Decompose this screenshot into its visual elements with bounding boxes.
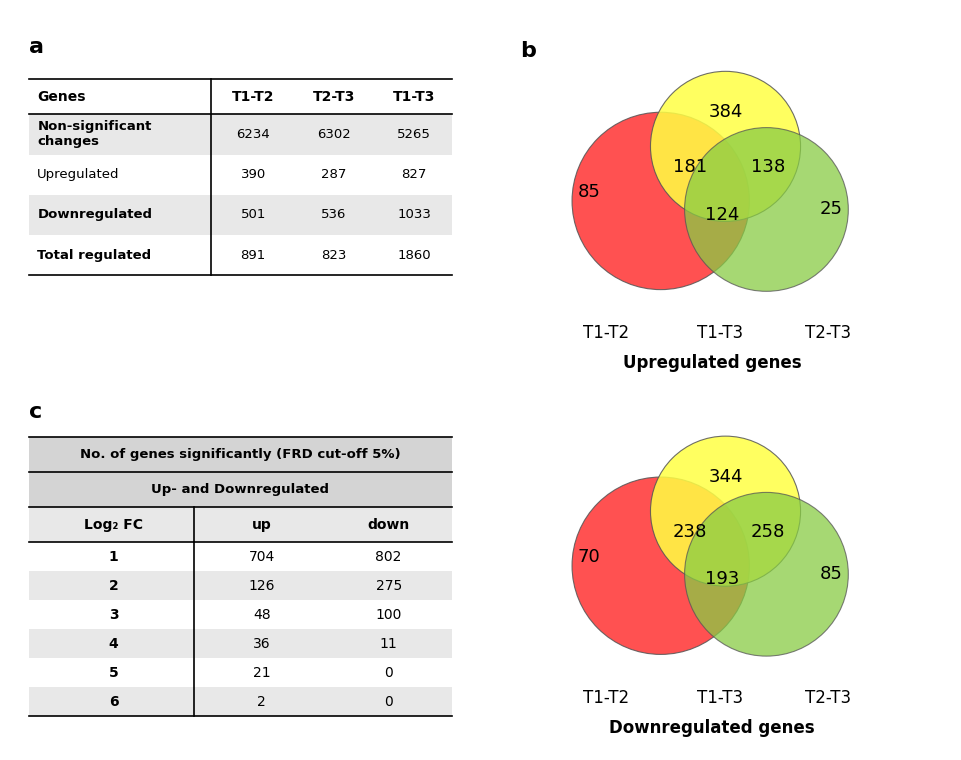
Text: 5: 5 (109, 666, 118, 679)
Ellipse shape (650, 436, 800, 586)
Text: b: b (519, 41, 535, 61)
Bar (29, 658, 452, 687)
Text: 384: 384 (707, 103, 742, 122)
Text: a: a (29, 37, 44, 58)
Text: 0: 0 (383, 695, 393, 708)
Text: 193: 193 (704, 570, 739, 588)
Text: 275: 275 (375, 578, 402, 593)
Text: 238: 238 (672, 523, 706, 540)
Text: T1-T3: T1-T3 (697, 324, 743, 342)
Text: 891: 891 (240, 249, 265, 261)
Text: 6302: 6302 (316, 128, 350, 141)
Text: 344: 344 (707, 468, 742, 486)
Text: 827: 827 (401, 168, 427, 181)
Ellipse shape (684, 128, 848, 291)
Text: 258: 258 (751, 523, 784, 540)
Text: T1-T2: T1-T2 (582, 689, 628, 707)
Bar (29, 114, 452, 154)
Text: T2-T3: T2-T3 (804, 324, 850, 342)
Text: 124: 124 (704, 205, 739, 223)
Bar (29, 437, 452, 472)
Text: 1860: 1860 (397, 249, 431, 261)
Ellipse shape (684, 492, 848, 656)
Text: Non-significant
changes: Non-significant changes (37, 120, 152, 148)
Text: 138: 138 (751, 158, 784, 176)
Text: c: c (29, 402, 42, 423)
Ellipse shape (650, 71, 800, 221)
Text: Downregulated: Downregulated (37, 208, 152, 221)
Text: 704: 704 (248, 549, 275, 564)
Text: 4: 4 (109, 637, 118, 651)
Bar (29, 571, 452, 600)
Text: 2: 2 (109, 578, 118, 593)
Text: Upregulated: Upregulated (37, 168, 120, 181)
Text: 287: 287 (321, 168, 346, 181)
Text: T1-T2: T1-T2 (582, 324, 628, 342)
Text: 85: 85 (577, 183, 600, 201)
Text: 2: 2 (257, 695, 266, 708)
Text: T1-T3: T1-T3 (697, 689, 743, 707)
Text: 0: 0 (383, 666, 393, 679)
Text: 36: 36 (253, 637, 270, 651)
Text: 6234: 6234 (236, 128, 270, 141)
Bar (29, 687, 452, 716)
Ellipse shape (572, 112, 749, 290)
Text: 181: 181 (672, 158, 706, 176)
Text: Up- and Downregulated: Up- and Downregulated (151, 483, 330, 496)
Bar (29, 542, 452, 571)
Text: 1: 1 (109, 549, 118, 564)
Ellipse shape (572, 477, 749, 654)
Text: 100: 100 (375, 607, 402, 622)
Bar (29, 507, 452, 542)
Bar (29, 235, 452, 275)
Text: 48: 48 (253, 607, 270, 622)
Text: Genes: Genes (37, 90, 86, 104)
Text: Downregulated genes: Downregulated genes (608, 719, 814, 737)
Text: 70: 70 (578, 548, 600, 566)
Bar (29, 154, 452, 195)
Text: up: up (252, 518, 271, 531)
Bar (29, 600, 452, 629)
Bar (29, 195, 452, 235)
Bar (29, 629, 452, 658)
Text: 126: 126 (248, 578, 275, 593)
Text: 802: 802 (375, 549, 402, 564)
Text: Log₂ FC: Log₂ FC (84, 518, 143, 531)
Text: 6: 6 (109, 695, 118, 708)
Text: 390: 390 (240, 168, 265, 181)
Text: 21: 21 (253, 666, 270, 679)
Bar (29, 472, 452, 507)
Text: T1-T3: T1-T3 (392, 90, 434, 104)
Text: 536: 536 (321, 208, 346, 221)
Text: 823: 823 (321, 249, 346, 261)
Text: 11: 11 (380, 637, 397, 651)
Text: T1-T2: T1-T2 (232, 90, 274, 104)
Text: down: down (367, 518, 409, 531)
Text: 25: 25 (819, 201, 842, 218)
Text: 501: 501 (240, 208, 265, 221)
Text: T2-T3: T2-T3 (312, 90, 355, 104)
Text: Upregulated genes: Upregulated genes (622, 354, 801, 372)
Text: 5265: 5265 (397, 128, 431, 141)
Text: 3: 3 (109, 607, 118, 622)
Text: 1033: 1033 (397, 208, 431, 221)
Text: No. of genes significantly (FRD cut-off 5%): No. of genes significantly (FRD cut-off … (80, 448, 401, 461)
Text: Total regulated: Total regulated (37, 249, 151, 261)
Text: T2-T3: T2-T3 (804, 689, 850, 707)
Text: 85: 85 (819, 565, 842, 583)
